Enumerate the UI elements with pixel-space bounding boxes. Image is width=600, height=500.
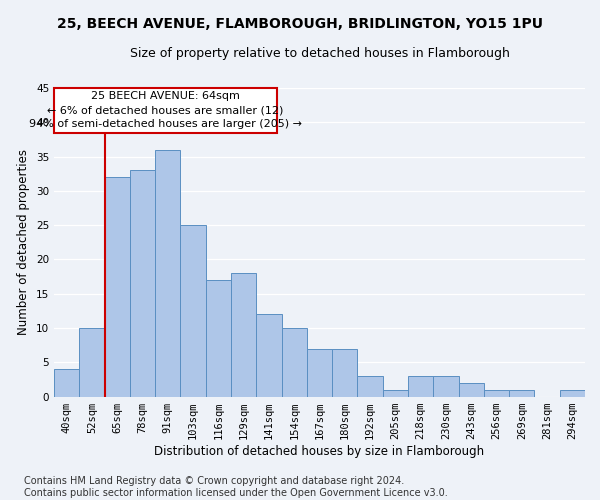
Bar: [332, 348, 358, 397]
Bar: [256, 314, 281, 396]
Bar: [484, 390, 509, 396]
Text: 25, BEECH AVENUE, FLAMBOROUGH, BRIDLINGTON, YO15 1PU: 25, BEECH AVENUE, FLAMBOROUGH, BRIDLINGT…: [57, 18, 543, 32]
Bar: [79, 328, 104, 396]
Bar: [433, 376, 458, 396]
Title: Size of property relative to detached houses in Flamborough: Size of property relative to detached ho…: [130, 48, 509, 60]
Bar: [130, 170, 155, 396]
Bar: [155, 150, 181, 396]
Bar: [509, 390, 535, 396]
Bar: [307, 348, 332, 397]
Bar: [54, 369, 79, 396]
Bar: [206, 280, 231, 396]
FancyBboxPatch shape: [54, 88, 277, 132]
Bar: [358, 376, 383, 396]
X-axis label: Distribution of detached houses by size in Flamborough: Distribution of detached houses by size …: [154, 444, 485, 458]
Bar: [408, 376, 433, 396]
Bar: [383, 390, 408, 396]
Bar: [104, 177, 130, 396]
Bar: [231, 273, 256, 396]
Bar: [560, 390, 585, 396]
Bar: [281, 328, 307, 396]
Bar: [458, 383, 484, 396]
Text: 25 BEECH AVENUE: 64sqm
← 6% of detached houses are smaller (12)
94% of semi-deta: 25 BEECH AVENUE: 64sqm ← 6% of detached …: [29, 92, 302, 130]
Bar: [181, 225, 206, 396]
Text: Contains HM Land Registry data © Crown copyright and database right 2024.
Contai: Contains HM Land Registry data © Crown c…: [24, 476, 448, 498]
Y-axis label: Number of detached properties: Number of detached properties: [17, 150, 31, 336]
